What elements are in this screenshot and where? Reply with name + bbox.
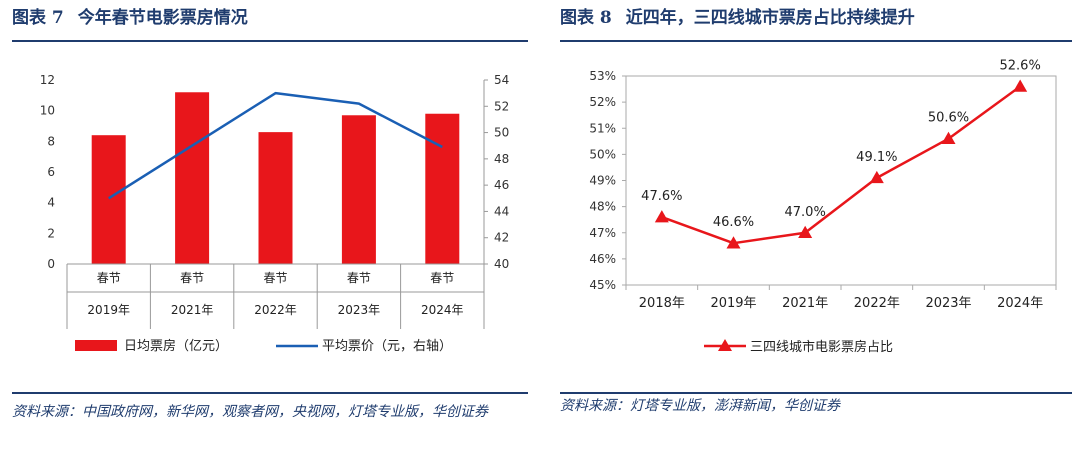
figure-8-top-rule [560, 40, 1072, 42]
y-left-tick-label: 6 [47, 165, 55, 179]
figure-7-top-rule [12, 40, 528, 42]
data-label: 49.1% [856, 150, 897, 165]
y-tick-label: 46% [589, 252, 616, 266]
y-left-tick-label: 0 [47, 257, 55, 271]
y-tick-label: 51% [589, 121, 616, 135]
x-tick-label: 2023年 [925, 296, 971, 311]
x-tick-label: 2018年 [639, 296, 685, 311]
x-year-label: 2022年 [254, 303, 297, 317]
x-category-label-top: 春节 [263, 271, 287, 285]
x-year-label: 2024年 [421, 303, 464, 317]
y-tick-label: 48% [589, 200, 616, 214]
legend-label-line: 平均票价（元，右轴） [322, 339, 452, 354]
box-office-chart: 0246810124042444648505254春节2019年春节2021年春… [40, 73, 510, 354]
data-label: 47.6% [641, 189, 682, 204]
figure-7-bottom-rule [12, 392, 528, 394]
y-tick-label: 45% [589, 278, 616, 292]
figure-8-title: 图表 8 近四年，三四线城市票房占比持续提升 [560, 0, 915, 36]
x-tick-label: 2019年 [710, 296, 756, 311]
y-tick-label: 52% [589, 95, 616, 109]
y-tick-label: 53% [589, 69, 616, 83]
y-left-tick-label: 4 [47, 196, 55, 210]
bar-daily-box-office [258, 132, 293, 264]
figure-8-bottom-rule [560, 392, 1072, 394]
figure-8-number: 图表 8 [560, 8, 612, 28]
y-right-tick-label: 40 [494, 257, 509, 271]
legend-swatch-triangle [718, 339, 732, 351]
y-left-tick-label: 10 [40, 104, 55, 118]
x-category-label-top: 春节 [180, 271, 204, 285]
y-tick-label: 47% [589, 226, 616, 240]
legend-label-bar: 日均票房（亿元） [124, 338, 228, 354]
data-label: 50.6% [928, 111, 969, 126]
y-right-tick-label: 52 [494, 99, 509, 113]
bar-daily-box-office [425, 113, 460, 264]
data-point-triangle [654, 210, 669, 223]
y-left-tick-label: 2 [47, 226, 55, 240]
bar-daily-box-office [341, 115, 376, 265]
data-label: 52.6% [1000, 58, 1041, 73]
y-right-tick-label: 48 [494, 152, 509, 166]
x-year-label: 2021年 [171, 303, 214, 317]
x-category-label-top: 春节 [430, 271, 454, 285]
data-point-triangle [1013, 79, 1028, 92]
legend-label: 三四线城市电影票房占比 [750, 339, 893, 355]
data-point-triangle [941, 131, 956, 144]
x-tick-label: 2024年 [997, 296, 1043, 311]
figure-8-title-text: 近四年，三四线城市票房占比持续提升 [625, 8, 915, 28]
x-category-label-top: 春节 [97, 271, 121, 285]
y-tick-label: 50% [589, 147, 616, 161]
figure-8-source: 资料来源：灯塔专业版，澎湃新闻，华创证券 [560, 398, 840, 414]
y-right-tick-label: 46 [494, 178, 509, 192]
x-category-label-top: 春节 [347, 271, 371, 285]
y-right-tick-label: 54 [494, 73, 509, 87]
y-left-tick-label: 12 [40, 73, 55, 87]
figure-7-number: 图表 7 [12, 8, 64, 28]
data-label: 46.6% [713, 215, 754, 230]
avg-ticket-price-line [108, 91, 443, 200]
y-right-tick-label: 50 [494, 126, 509, 140]
data-label: 47.0% [785, 205, 826, 220]
tier34-share-chart: 45% 46% 47% 48% 49% 50% 51% 52% 53% 2018年 2019年 202… [589, 58, 1057, 355]
y-right-tick-label: 44 [494, 204, 509, 218]
data-point-triangle [726, 236, 741, 249]
x-year-label: 2019年 [87, 303, 130, 317]
x-year-label: 2023年 [338, 303, 381, 317]
x-tick-label: 2022年 [854, 296, 900, 311]
data-point-triangle [869, 170, 884, 184]
bar-daily-box-office [175, 92, 210, 264]
y-left-tick-label: 8 [47, 134, 55, 148]
x-tick-label: 2021年 [782, 296, 828, 311]
y-right-tick-label: 42 [494, 231, 509, 245]
share-line [661, 85, 1021, 245]
figure-7-source: 资料来源：中国政府网，新华网，观察者网，央视网，灯塔专业版，华创证券 [12, 404, 488, 420]
bar-daily-box-office [91, 135, 126, 264]
figure-7-title-text: 今年春节电影票房情况 [77, 8, 248, 28]
y-tick-label: 49% [589, 174, 616, 188]
legend-swatch-bar [75, 340, 117, 351]
data-point-triangle [798, 225, 813, 238]
figure-7-title: 图表 7 今年春节电影票房情况 [12, 0, 248, 36]
